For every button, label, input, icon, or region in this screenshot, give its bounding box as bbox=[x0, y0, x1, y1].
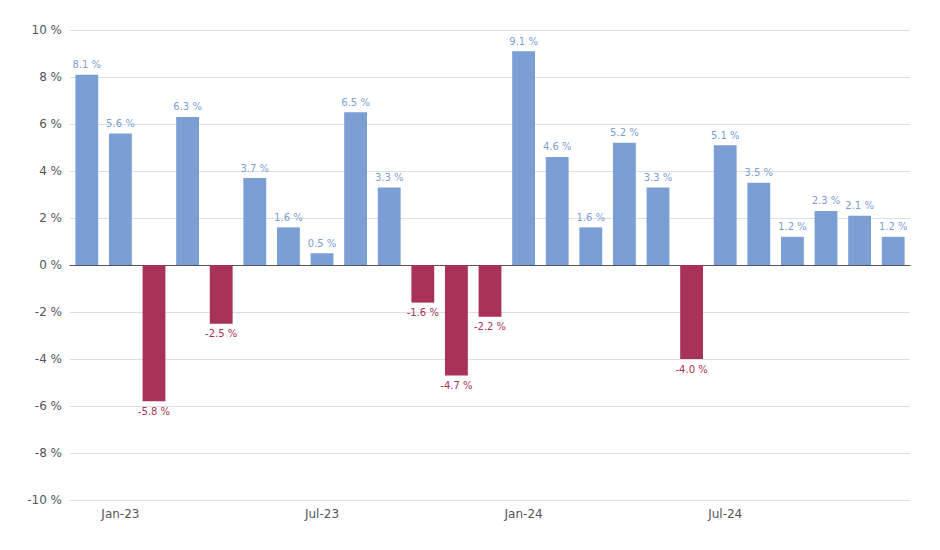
svg-text:8.1 %: 8.1 % bbox=[73, 59, 102, 70]
svg-text:1.6 %: 1.6 % bbox=[274, 212, 303, 223]
svg-text:Jan-23: Jan-23 bbox=[100, 507, 139, 521]
svg-text:-4 %: -4 % bbox=[35, 352, 62, 366]
svg-text:6.5 %: 6.5 % bbox=[341, 97, 370, 108]
svg-text:0.5 %: 0.5 % bbox=[308, 238, 337, 249]
svg-text:-10 %: -10 % bbox=[27, 493, 62, 507]
svg-text:6.3 %: 6.3 % bbox=[173, 101, 202, 112]
svg-text:0 %: 0 % bbox=[39, 258, 62, 272]
svg-text:4 %: 4 % bbox=[39, 164, 62, 178]
svg-text:-4.7 %: -4.7 % bbox=[440, 380, 472, 391]
svg-text:-4.0 %: -4.0 % bbox=[675, 364, 707, 375]
svg-text:5.1 %: 5.1 % bbox=[711, 130, 740, 141]
svg-text:3.3 %: 3.3 % bbox=[644, 172, 673, 183]
svg-text:Jul-24: Jul-24 bbox=[707, 507, 742, 521]
svg-text:1.2 %: 1.2 % bbox=[778, 221, 807, 232]
svg-text:2.1 %: 2.1 % bbox=[845, 200, 874, 211]
svg-text:Jul-23: Jul-23 bbox=[304, 507, 339, 521]
svg-text:3.3 %: 3.3 % bbox=[375, 172, 404, 183]
svg-text:4.6 %: 4.6 % bbox=[543, 141, 572, 152]
svg-text:-5.8 %: -5.8 % bbox=[138, 406, 170, 417]
svg-text:3.5 %: 3.5 % bbox=[745, 167, 774, 178]
svg-text:9.1 %: 9.1 % bbox=[509, 36, 538, 47]
svg-text:10 %: 10 % bbox=[32, 23, 63, 37]
svg-text:8 %: 8 % bbox=[39, 70, 62, 84]
svg-text:2.3 %: 2.3 % bbox=[812, 195, 841, 206]
svg-text:-1.6 %: -1.6 % bbox=[407, 307, 439, 318]
svg-text:-8 %: -8 % bbox=[35, 446, 62, 460]
svg-text:-2.5 %: -2.5 % bbox=[205, 328, 237, 339]
svg-text:1.6 %: 1.6 % bbox=[577, 212, 606, 223]
svg-text:5.6 %: 5.6 % bbox=[106, 118, 135, 129]
svg-text:2 %: 2 % bbox=[39, 211, 62, 225]
svg-text:-6 %: -6 % bbox=[35, 399, 62, 413]
svg-text:5.2 %: 5.2 % bbox=[610, 127, 639, 138]
svg-text:-2.2 %: -2.2 % bbox=[474, 321, 506, 332]
svg-text:Jan-24: Jan-24 bbox=[504, 507, 543, 521]
svg-text:-2 %: -2 % bbox=[35, 305, 62, 319]
svg-text:3.7 %: 3.7 % bbox=[241, 163, 270, 174]
svg-text:6 %: 6 % bbox=[39, 117, 62, 131]
svg-text:1.2 %: 1.2 % bbox=[879, 221, 908, 232]
